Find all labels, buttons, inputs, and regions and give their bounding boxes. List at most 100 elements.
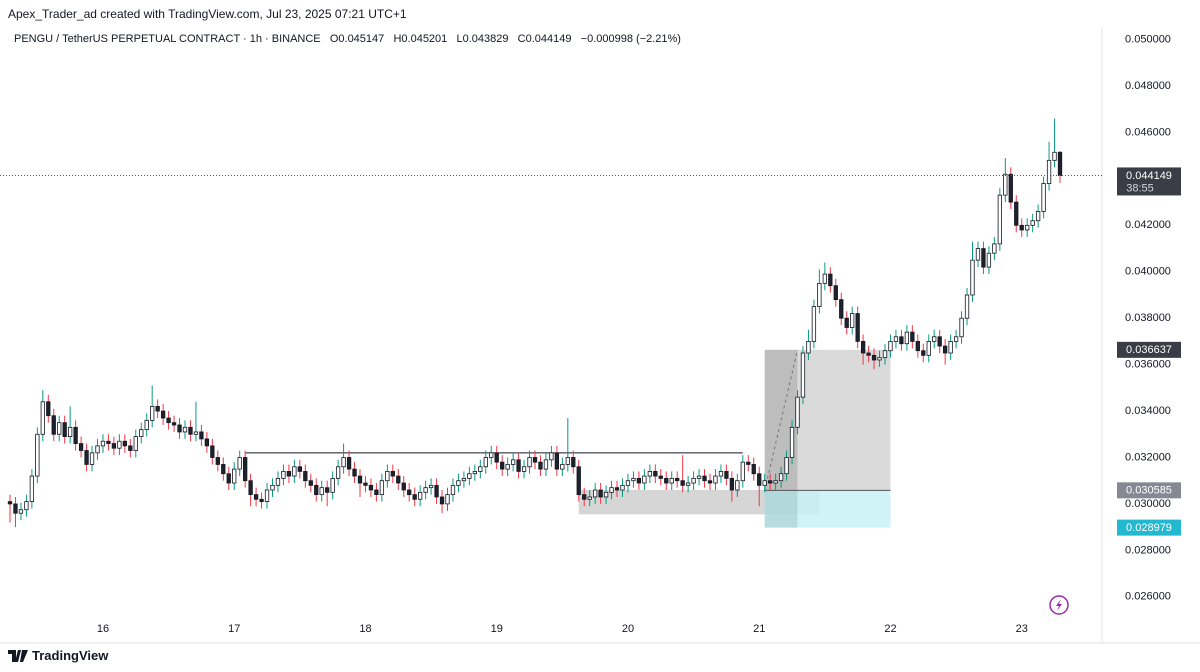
candle-body: [784, 457, 789, 475]
candle-body: [724, 471, 729, 479]
candle-body: [850, 313, 855, 328]
candle-body: [24, 501, 29, 511]
candle-body: [910, 331, 915, 342]
y-tick-label: 0.028000: [1125, 544, 1171, 556]
candle-body: [412, 494, 417, 500]
candle-body: [932, 336, 937, 342]
candle-body: [308, 480, 313, 486]
candle-body: [259, 498, 264, 503]
candle-body: [587, 496, 592, 500]
candle-body: [199, 431, 204, 440]
candle-body: [691, 477, 696, 484]
candle-body: [943, 345, 948, 354]
candle-body: [95, 445, 100, 454]
candle-body: [100, 440, 106, 447]
candle-body: [1008, 173, 1013, 203]
candle-body: [237, 457, 242, 470]
candle-body: [603, 491, 609, 498]
candle-body: [921, 350, 926, 356]
candle-body: [631, 477, 636, 482]
candle-body: [675, 477, 680, 482]
candle-body: [270, 484, 275, 491]
candle-body: [642, 475, 647, 484]
candle-body: [795, 396, 800, 428]
candle-body: [111, 443, 117, 449]
candle-body: [407, 489, 412, 496]
candle-body: [653, 471, 658, 477]
candle-body: [363, 482, 368, 486]
candle-body: [319, 487, 324, 496]
candle-body: [204, 438, 210, 447]
candle-body: [243, 457, 248, 482]
last-price-label-bg: [1117, 167, 1181, 196]
candle-body: [286, 471, 292, 477]
candle-body: [975, 248, 981, 261]
candle-body: [778, 473, 784, 482]
candle-body: [664, 477, 669, 484]
candle-body: [992, 243, 997, 254]
candle-body: [762, 480, 767, 486]
candle-body: [609, 487, 614, 493]
ohlc-value: 0.045201: [401, 33, 448, 45]
candle-body: [888, 341, 893, 352]
candle-body: [450, 484, 456, 496]
candle-body: [144, 419, 149, 431]
candle-body: [1057, 151, 1063, 176]
candle-body: [84, 450, 89, 465]
alert-icon-bolt: [1056, 599, 1062, 611]
alert-icon[interactable]: [1049, 595, 1069, 615]
candle-body: [434, 484, 439, 498]
candle-body: [122, 440, 127, 447]
x-tick-label: 21: [753, 623, 765, 635]
change: −0.000998 (−2.21%): [580, 33, 681, 45]
candle-body: [549, 452, 554, 461]
candle-body: [1046, 159, 1052, 184]
candle-body: [160, 410, 166, 419]
candle-body: [806, 341, 811, 354]
candle-body: [981, 248, 986, 268]
candle-body: [346, 457, 352, 470]
ohlc-label: C: [517, 33, 526, 45]
candle-body: [51, 415, 56, 435]
candle-body: [565, 457, 570, 465]
candle-body: [428, 484, 434, 489]
candle-body: [964, 294, 970, 319]
candle-body: [658, 475, 663, 479]
candle-body: [46, 401, 51, 417]
candle-body: [571, 457, 576, 468]
y-tick-label: 0.050000: [1125, 34, 1171, 46]
candle-body: [13, 503, 18, 514]
candle-body: [1041, 183, 1046, 212]
candle-body: [374, 489, 379, 496]
candle-body: [893, 336, 899, 342]
candle-body: [1003, 173, 1008, 196]
candle-body: [516, 459, 521, 472]
x-tick-label: 22: [884, 623, 896, 635]
candle-body: [35, 433, 40, 477]
candle-body: [877, 357, 882, 361]
candle-body: [275, 477, 281, 486]
y-tick-label: 0.046000: [1125, 126, 1171, 138]
candle-body: [953, 336, 959, 342]
candle-body: [915, 341, 920, 352]
candle-body: [702, 475, 707, 482]
candle-body: [713, 475, 718, 484]
candle-body: [483, 457, 488, 468]
stop-price-label-bg: [1117, 519, 1181, 536]
candle-body: [828, 273, 833, 287]
candle-body: [817, 282, 822, 307]
x-tick-label: 23: [1016, 623, 1028, 635]
y-tick-label: 0.048000: [1125, 80, 1171, 92]
candle-body: [390, 471, 395, 477]
candle-body: [833, 285, 838, 301]
y-tick-label: 0.026000: [1125, 591, 1171, 603]
candle-body: [740, 461, 745, 482]
candle-body: [461, 477, 467, 482]
candle-body: [970, 259, 975, 296]
candle-body: [182, 426, 188, 433]
x-tick-label: 17: [228, 623, 240, 635]
candle-body: [532, 457, 538, 463]
candle-body: [221, 464, 226, 475]
